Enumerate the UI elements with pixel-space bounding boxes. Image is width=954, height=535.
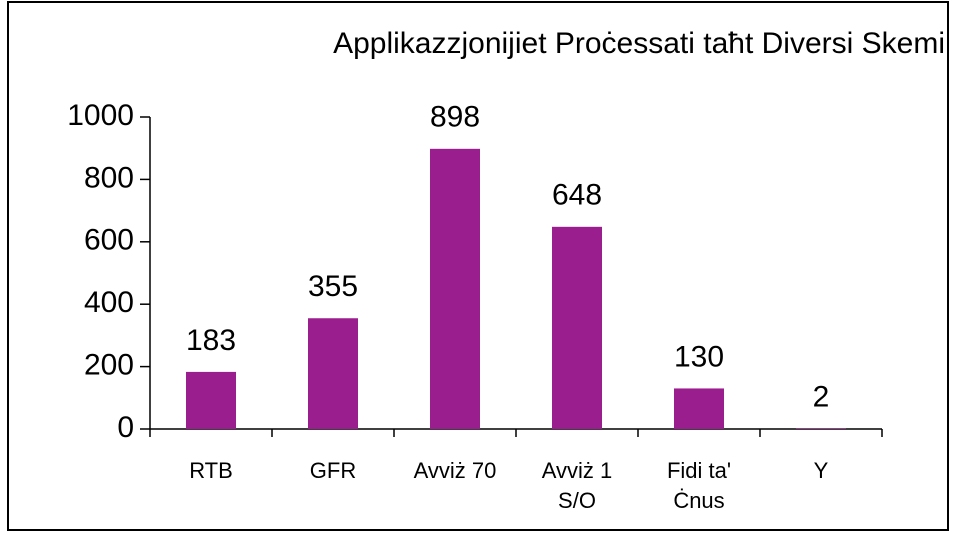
x-tick-label: Fidi ta' Ċnus: [666, 458, 732, 513]
bar: [552, 226, 602, 429]
y-tick-label: 200: [84, 349, 134, 382]
chart-title: Applikazzjonijiet Proċessati taħt Divers…: [333, 27, 945, 60]
y-tick-label: 600: [84, 224, 134, 257]
frame: [7, 1, 949, 531]
bar: [308, 318, 358, 429]
data-label: 898: [430, 101, 480, 134]
y-tick-label: 0: [117, 411, 134, 444]
x-tick-label: GFR: [309, 458, 357, 483]
y-tick-label: 800: [84, 161, 134, 194]
x-tick-label: Y: [813, 458, 829, 483]
data-label: 355: [308, 270, 358, 303]
bar: [674, 388, 724, 429]
bar: [186, 371, 236, 429]
y-tick-label: 1000: [67, 99, 134, 132]
data-label: 648: [552, 179, 602, 212]
x-tick-label: RTB: [189, 458, 233, 483]
x-tick-label: Avviż 70: [413, 458, 497, 483]
data-label: 130: [674, 340, 724, 373]
data-label: 2: [813, 380, 830, 413]
bar: [796, 428, 846, 429]
x-tick-label: Avviż 1 S/O: [541, 458, 613, 513]
data-label: 183: [186, 324, 236, 357]
y-tick-label: 400: [84, 286, 134, 319]
bar: [430, 148, 480, 429]
